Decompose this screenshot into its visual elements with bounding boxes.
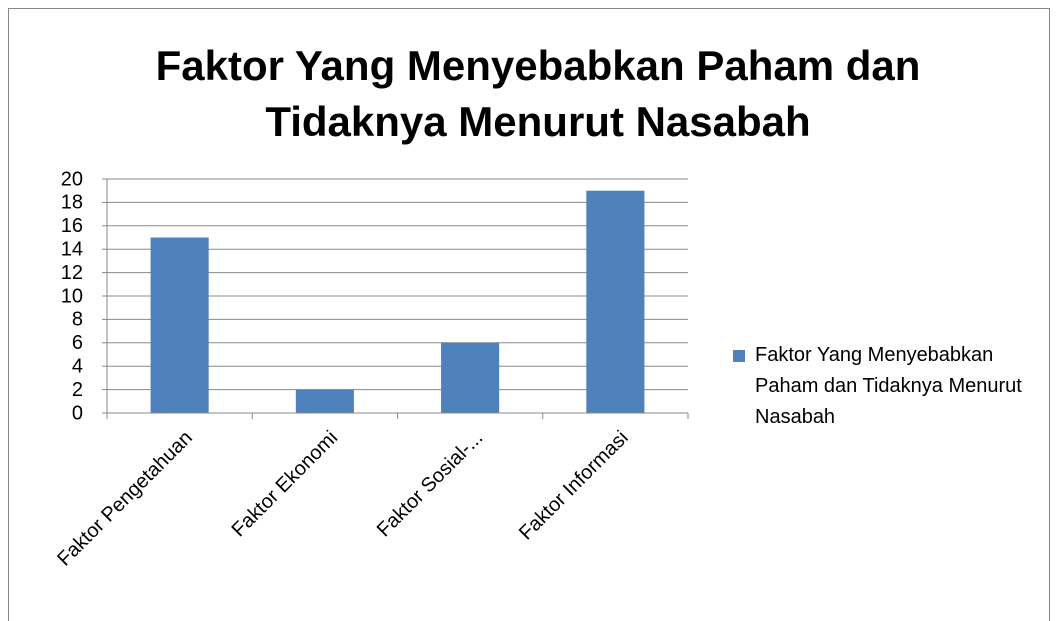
x-tick-label: Faktor Sosial-... <box>373 427 488 542</box>
y-tick-label: 20 <box>61 168 83 190</box>
y-tick-label: 18 <box>61 192 83 214</box>
bar <box>586 190 645 413</box>
legend-label: Faktor Yang Menyebabkan Paham dan Tidakn… <box>755 344 1022 428</box>
y-tick-label: 8 <box>72 309 83 331</box>
y-tick-label: 0 <box>72 402 83 424</box>
bar <box>441 342 500 413</box>
x-tick-label: Faktor Informasi <box>515 427 633 545</box>
bar <box>295 389 354 413</box>
legend-key <box>733 350 745 362</box>
y-tick-label: 16 <box>61 215 83 237</box>
bar <box>150 237 209 413</box>
y-tick-label: 4 <box>72 355 83 377</box>
y-tick-label: 10 <box>61 285 83 307</box>
chart-title: Faktor Yang Menyebabkan Paham dan Tidakn… <box>155 42 921 145</box>
y-tick-label: 12 <box>61 262 83 284</box>
y-tick-label: 6 <box>72 332 83 354</box>
legend: Faktor Yang Menyebabkan Paham dan Tidakn… <box>733 340 1053 433</box>
x-tick-label: Faktor Pengetahuan <box>53 427 197 571</box>
chart-border <box>8 8 1050 621</box>
y-tick-label: 14 <box>61 238 83 260</box>
x-tick-label: Faktor Ekonomi <box>228 427 343 542</box>
y-tick-label: 2 <box>72 379 83 401</box>
